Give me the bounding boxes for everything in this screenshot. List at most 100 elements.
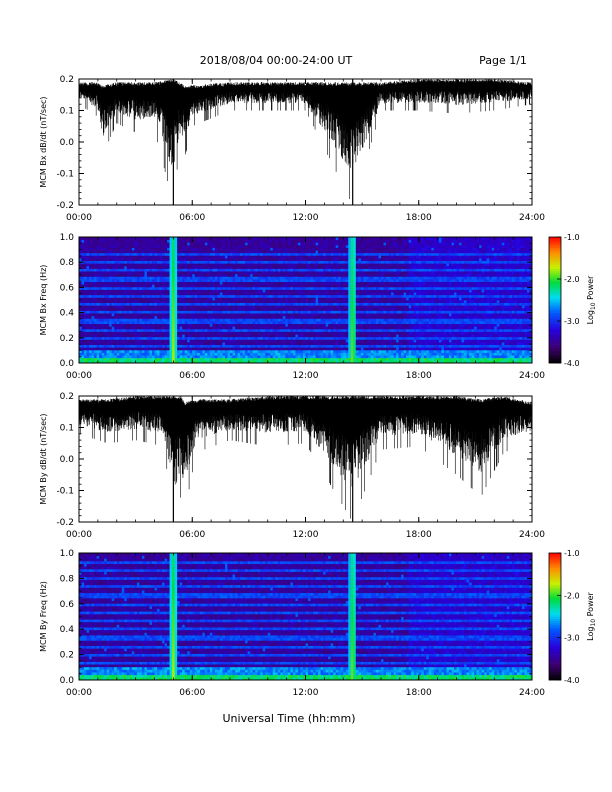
heat-cell [217, 240, 220, 243]
heat-cell [285, 334, 288, 337]
heat-cell [270, 311, 273, 314]
heat-cell [238, 305, 241, 308]
heat-cell [129, 316, 132, 319]
heat-cell [202, 279, 205, 282]
heat-cell [227, 316, 230, 319]
heat-cell [306, 295, 309, 298]
heat-cell [200, 255, 203, 258]
heat-cell [160, 300, 163, 303]
heat-cell [99, 274, 102, 277]
heat-cell [275, 266, 278, 269]
heat-cell [172, 347, 175, 350]
heat-cell [258, 342, 261, 345]
heat-cell [165, 305, 168, 308]
heat-cell [182, 290, 185, 293]
heat-cell [240, 253, 243, 256]
heat-cell [170, 318, 173, 321]
heat-cell [308, 276, 311, 279]
heat-cell [142, 305, 145, 308]
spectrogram_bx: 0.00.20.40.60.81.0 -1.0-2.0-3.0-4.0Log10 … [39, 233, 597, 381]
heat-cell [187, 240, 190, 243]
heat-cell [303, 353, 306, 356]
heat-cell [167, 274, 170, 277]
heat-cell [155, 324, 158, 327]
heat-cell [300, 321, 303, 324]
heat-cell [82, 353, 85, 356]
heat-cell [293, 248, 296, 251]
heat-cell [331, 292, 334, 295]
heat-cell [280, 358, 283, 361]
heat-cell [280, 329, 283, 332]
heat-cell [290, 316, 293, 319]
heat-cell [175, 347, 178, 350]
heat-cell [250, 242, 253, 245]
heat-cell [114, 334, 117, 337]
heat-cell [278, 240, 281, 243]
heat-cell [316, 329, 319, 332]
heat-cell [97, 269, 100, 272]
heat-cell [318, 292, 321, 295]
heat-cell [240, 242, 243, 245]
x-tick-label: 00:00 [66, 213, 92, 223]
heat-cell [250, 353, 253, 356]
heat-cell [170, 313, 173, 316]
heat-cell [132, 276, 135, 279]
heat-cell [212, 345, 215, 348]
heat-cell [134, 242, 137, 245]
heat-cell [89, 329, 92, 332]
heat-cell [212, 355, 215, 358]
heat-cell [245, 350, 248, 353]
heat-cell [94, 311, 97, 314]
heat-cell [82, 295, 85, 298]
heat-cell [82, 297, 85, 300]
heat-cell [177, 321, 180, 324]
heat-cell [167, 326, 170, 329]
heat-cell [328, 308, 331, 311]
heat-cell [119, 250, 122, 253]
heat-cell [265, 329, 268, 332]
heat-cell [82, 279, 85, 282]
heat-cell [152, 308, 155, 311]
heat-cell [255, 350, 258, 353]
heat-cell [92, 282, 95, 285]
heat-cell [323, 337, 326, 340]
heat-cell [139, 353, 142, 356]
heat-cell [311, 266, 314, 269]
heat-cell [82, 303, 85, 306]
heat-cell [137, 300, 140, 303]
heat-cell [180, 284, 183, 287]
heat-cell [225, 271, 228, 274]
heat-cell [132, 269, 135, 272]
heat-cell [197, 290, 200, 293]
heat-cell [308, 269, 311, 272]
heat-cell [102, 324, 105, 327]
heat-cell [139, 316, 142, 319]
heat-cell [273, 240, 276, 243]
heat-cell [238, 350, 241, 353]
heat-cell [175, 242, 178, 245]
heat-cell [127, 258, 130, 261]
heat-cell [124, 282, 127, 285]
heat-cell [192, 308, 195, 311]
heat-cell [157, 318, 160, 321]
heat-cell [270, 358, 273, 361]
heat-cell [270, 337, 273, 340]
heat-cell [129, 305, 132, 308]
heat-cell [107, 303, 110, 306]
heat-cell [240, 326, 243, 329]
heat-cell [308, 355, 311, 358]
heat-cell [147, 295, 150, 298]
heat-cell [285, 284, 288, 287]
heat-cell [255, 334, 258, 337]
heat-cell [197, 355, 200, 358]
heat-cell [107, 266, 110, 269]
heat-cell [321, 305, 324, 308]
heat-cell [275, 313, 278, 316]
heat-cell [112, 332, 115, 335]
heat-cell [295, 324, 298, 327]
heat-cell [240, 290, 243, 293]
heat-cell [323, 263, 326, 266]
heat-cell [185, 240, 188, 243]
heat-cell [265, 284, 268, 287]
heat-cell [222, 318, 225, 321]
